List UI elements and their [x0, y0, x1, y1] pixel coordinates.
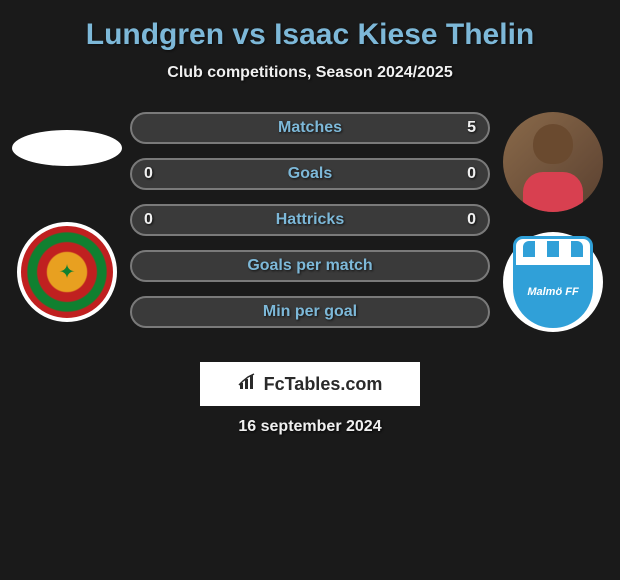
stat-left-value: 0	[144, 165, 153, 183]
right-player-column: Malmö FF	[498, 112, 608, 332]
brand-label: FcTables.com	[264, 374, 383, 395]
brand-badge: FcTables.com	[200, 362, 420, 406]
club-badge-text: Malmö FF	[527, 286, 578, 298]
comparison-subtitle: Club competitions, Season 2024/2025	[0, 64, 620, 82]
stat-label: Hattricks	[276, 211, 344, 229]
stat-right-value: 0	[467, 165, 476, 183]
footer: FcTables.com 16 september 2024	[0, 362, 620, 436]
stat-label: Goals	[288, 165, 332, 183]
stat-left-value: 0	[144, 211, 153, 229]
stat-row-goals: 0 Goals 0	[130, 158, 490, 190]
player-photo-right	[503, 112, 603, 212]
comparison-title: Lundgren vs Isaac Kiese Thelin	[0, 18, 620, 52]
stat-row-matches: Matches 5	[130, 112, 490, 144]
comparison-body: Matches 5 0 Goals 0 0 Hattricks 0 Goals …	[0, 112, 620, 332]
stat-row-min-per-goal: Min per goal	[130, 296, 490, 328]
stat-label: Goals per match	[247, 257, 372, 275]
comparison-date: 16 september 2024	[238, 418, 381, 436]
malmo-badge-shield: Malmö FF	[513, 236, 593, 328]
stat-label: Min per goal	[263, 303, 357, 321]
stats-table: Matches 5 0 Goals 0 0 Hattricks 0 Goals …	[130, 112, 490, 328]
stat-row-hattricks: 0 Hattricks 0	[130, 204, 490, 236]
club-badge-right: Malmö FF	[503, 232, 603, 332]
stat-label: Matches	[278, 119, 342, 137]
bar-chart-icon	[238, 373, 258, 396]
stat-row-goals-per-match: Goals per match	[130, 250, 490, 282]
club-badge-left	[17, 222, 117, 322]
player-photo-left	[12, 130, 122, 166]
left-player-column	[12, 112, 122, 322]
stat-right-value: 0	[467, 211, 476, 229]
stat-right-value: 5	[467, 119, 476, 137]
